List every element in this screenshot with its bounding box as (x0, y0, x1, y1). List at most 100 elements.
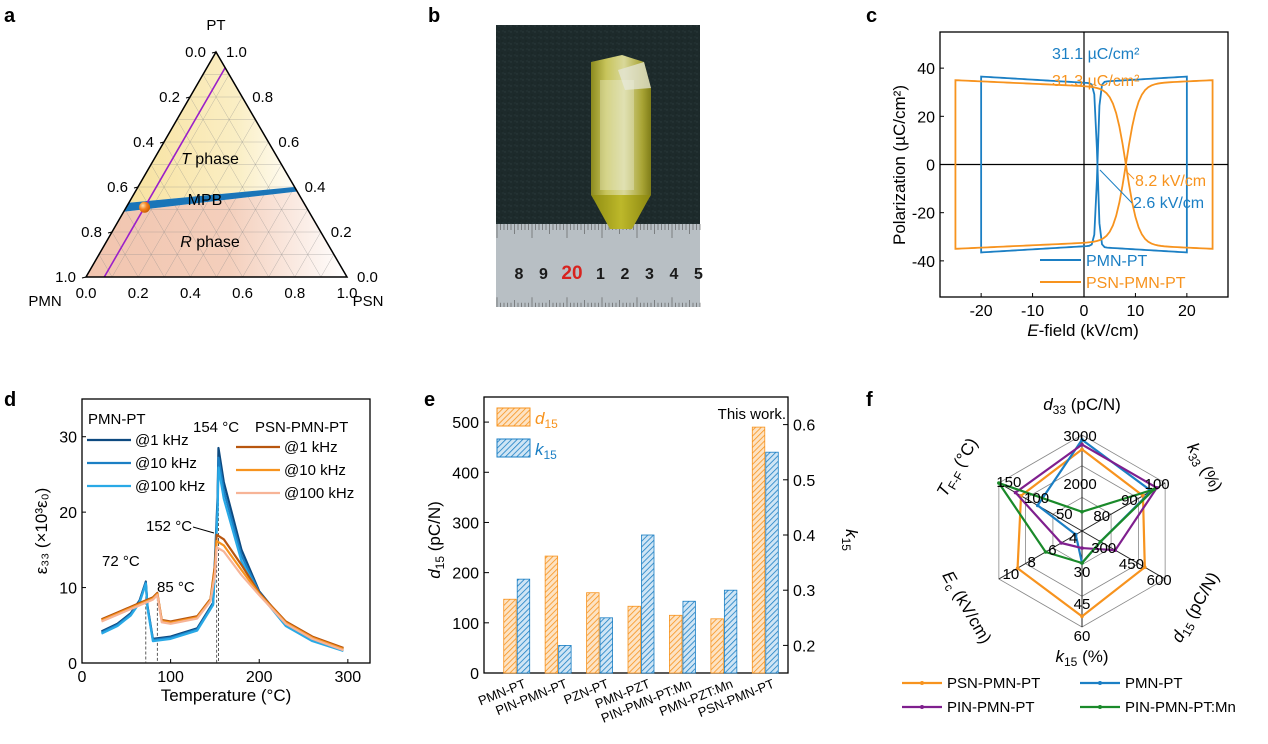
vertex-label-psn: PSN (353, 293, 384, 310)
legend-label-k15: k15 (535, 440, 557, 462)
bar-k15 (599, 617, 613, 674)
radar-axis-label: TF-F (°C) (933, 435, 984, 502)
right-tick-label: 0.3 (793, 583, 815, 600)
radar-axis-label: k15 (%) (1055, 647, 1108, 669)
left-tick-label: 0.6 (107, 179, 128, 196)
right-tick-label: 0.8 (252, 89, 273, 106)
axis-label-sub: 33 (1185, 451, 1204, 470)
left-tick-label: 200 (452, 566, 479, 583)
ruler-number: 1 (596, 266, 605, 283)
x-tick-label: 200 (246, 669, 273, 686)
grid-line (268, 209, 308, 278)
bar-d15 (710, 618, 724, 674)
ruler-number: 9 (539, 266, 548, 283)
annotation-152c: 152 °C (146, 518, 192, 535)
radar-axis-label: k33 (%) (1181, 440, 1227, 497)
annotation-85c: 85 °C (157, 579, 195, 596)
tick-labels: 0 100 200 300 0 10 20 30 (59, 430, 361, 686)
axes (940, 32, 1228, 297)
composition-marker (139, 201, 151, 213)
bottom-tick-label: 1.0 (337, 285, 358, 302)
tick-labels: 0 100 200 300 400 500 0.2 0.3 0.4 0.5 0.6 (452, 415, 815, 683)
radar-point (1080, 438, 1084, 442)
radar-spoke (998, 530, 1083, 580)
radar-axis-labels: d33 (pC/N)k33 (%)d15 (pC/N)k15 (%)Ec (kV… (933, 395, 1226, 669)
radar-series (997, 438, 1159, 619)
panel-label-b: b (428, 5, 440, 27)
right-tick-label: 0.6 (793, 418, 815, 435)
ternary-frame (84, 50, 349, 278)
bar-k15 (723, 589, 738, 674)
radar-axis-label: d15 (pC/N) (1168, 569, 1226, 647)
ternary-tick-labels: 0.0 0.2 0.4 0.6 0.8 1.0 1.0 0.8 0.6 0.4 0.2 0.0 0.0 0… (55, 44, 378, 302)
radar-point (1080, 510, 1084, 514)
ruler-number: 3 (645, 266, 654, 283)
ternary-grid (98, 74, 335, 278)
legend-label: PSN-PMN-PT (947, 675, 1040, 692)
left-tick-label: 400 (452, 465, 479, 482)
crystal-highlight (600, 80, 634, 190)
legend-label: PIN-PMN-PT:Mn (1125, 699, 1236, 716)
radar-point (1080, 561, 1084, 565)
legend-swatch-k15 (496, 438, 531, 458)
bottom-tick-label: 0.0 (76, 285, 97, 302)
legend-marker (920, 705, 924, 709)
legend-group-title: PSN-PMN-PT (255, 419, 348, 436)
annotation-psn-pr: 31.3 µC/cm² (1052, 73, 1140, 90)
grid-line (111, 74, 230, 278)
ruler-number: 8 (515, 266, 524, 283)
y-tick-label: 20 (917, 109, 935, 126)
annotation-psn-ec: 8.2 kV/cm (1135, 173, 1206, 190)
bars (484, 421, 788, 674)
crystal-photo: 8 9 20 1 2 3 4 5 (496, 25, 703, 307)
legend: PMN-PT PSN-PMN-PT (1040, 253, 1186, 292)
annotation-72c: 72 °C (102, 553, 140, 570)
right-tick-label: 0.0 (357, 269, 378, 286)
radar-tick-label: 4 (1069, 530, 1077, 547)
legend-label: @100 kHz (135, 478, 205, 495)
radar-tick-label: 60 (1074, 628, 1091, 645)
region-label-mpb: MPB (188, 192, 223, 209)
annotation-arrow-pmn (1099, 169, 1133, 204)
radar-axis-label: d33 (pC/N) (1043, 395, 1121, 417)
left-tick-label: 0.2 (159, 89, 180, 106)
radar-tick-label: 8 (1027, 554, 1035, 571)
panel-label-c: c (866, 5, 877, 27)
y-tick-label: 30 (59, 430, 77, 447)
y-tick-label: 0 (926, 158, 935, 175)
legend-marker (1098, 705, 1102, 709)
grid-line (202, 74, 322, 278)
bar-d15 (751, 426, 766, 674)
region-label-t-phase: T phase (181, 151, 239, 168)
y-axis-label-left: d15 (pC/N) (425, 501, 447, 579)
region-label-r-phase: R phase (180, 234, 240, 251)
x-tick-label: 0 (78, 669, 87, 686)
legend: d15 k15 (496, 407, 558, 462)
panel-label-e: e (424, 389, 435, 411)
axis-label-unit: (pC/N) (1066, 395, 1121, 414)
x-tick-label: -20 (970, 303, 993, 320)
left-tick-label: 100 (452, 616, 479, 633)
annotation-pmn-pr: 31.1 µC/cm² (1052, 46, 1140, 63)
legend-swatch-d15 (496, 407, 531, 427)
crystal-body (591, 55, 651, 195)
legend-label: PIN-PMN-PT (947, 699, 1035, 716)
y-axis-label: ε₃₃ (×10³ε₀) (32, 488, 51, 575)
panel-label-d: d (4, 389, 16, 411)
legend-marker (920, 681, 924, 685)
tick-mark (159, 141, 165, 144)
radar-point (1141, 494, 1145, 498)
phase-regions (86, 52, 347, 277)
bar-d15 (586, 592, 600, 674)
tick-mark (185, 96, 191, 99)
radar-tick-label: 300 (1091, 540, 1116, 557)
region-label-t-rest: phase (191, 151, 239, 168)
legend-label-d15: d15 (535, 409, 558, 431)
radar-point (1015, 566, 1020, 570)
axis-label-main: k (1055, 647, 1065, 666)
y-tick-label: 10 (59, 581, 77, 598)
right-tick-label: 0.2 (331, 224, 352, 241)
mpb-band (103, 67, 298, 278)
left-tick-label: 1.0 (55, 269, 76, 286)
